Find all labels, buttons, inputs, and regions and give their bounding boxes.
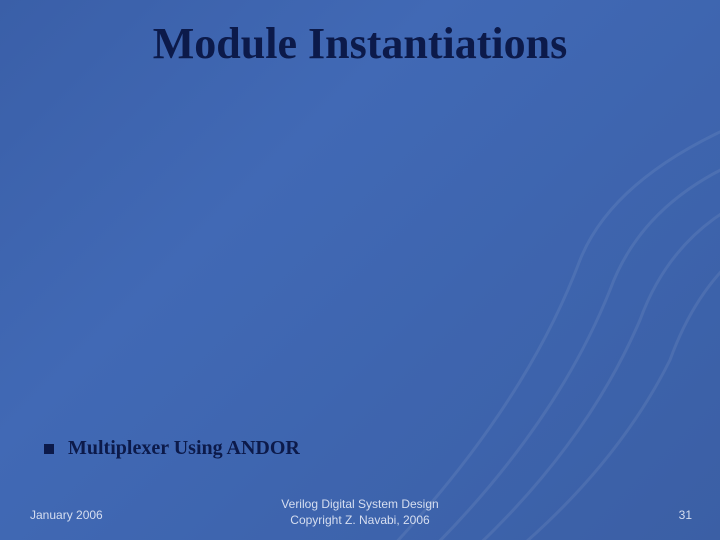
bullet-text: Multiplexer Using ANDOR — [68, 437, 300, 460]
bullet-item: Multiplexer Using ANDOR — [44, 437, 300, 460]
bullet-square-icon — [44, 444, 54, 454]
footer-page-number: 31 — [679, 508, 692, 522]
footer: January 2006 Verilog Digital System Desi… — [0, 494, 720, 528]
background-swoosh — [280, 60, 720, 540]
footer-line2: Copyright Z. Navabi, 2006 — [0, 512, 720, 528]
footer-line1: Verilog Digital System Design — [0, 496, 720, 512]
footer-center: Verilog Digital System Design Copyright … — [0, 496, 720, 528]
slide-title: Module Instantiations — [0, 18, 720, 69]
